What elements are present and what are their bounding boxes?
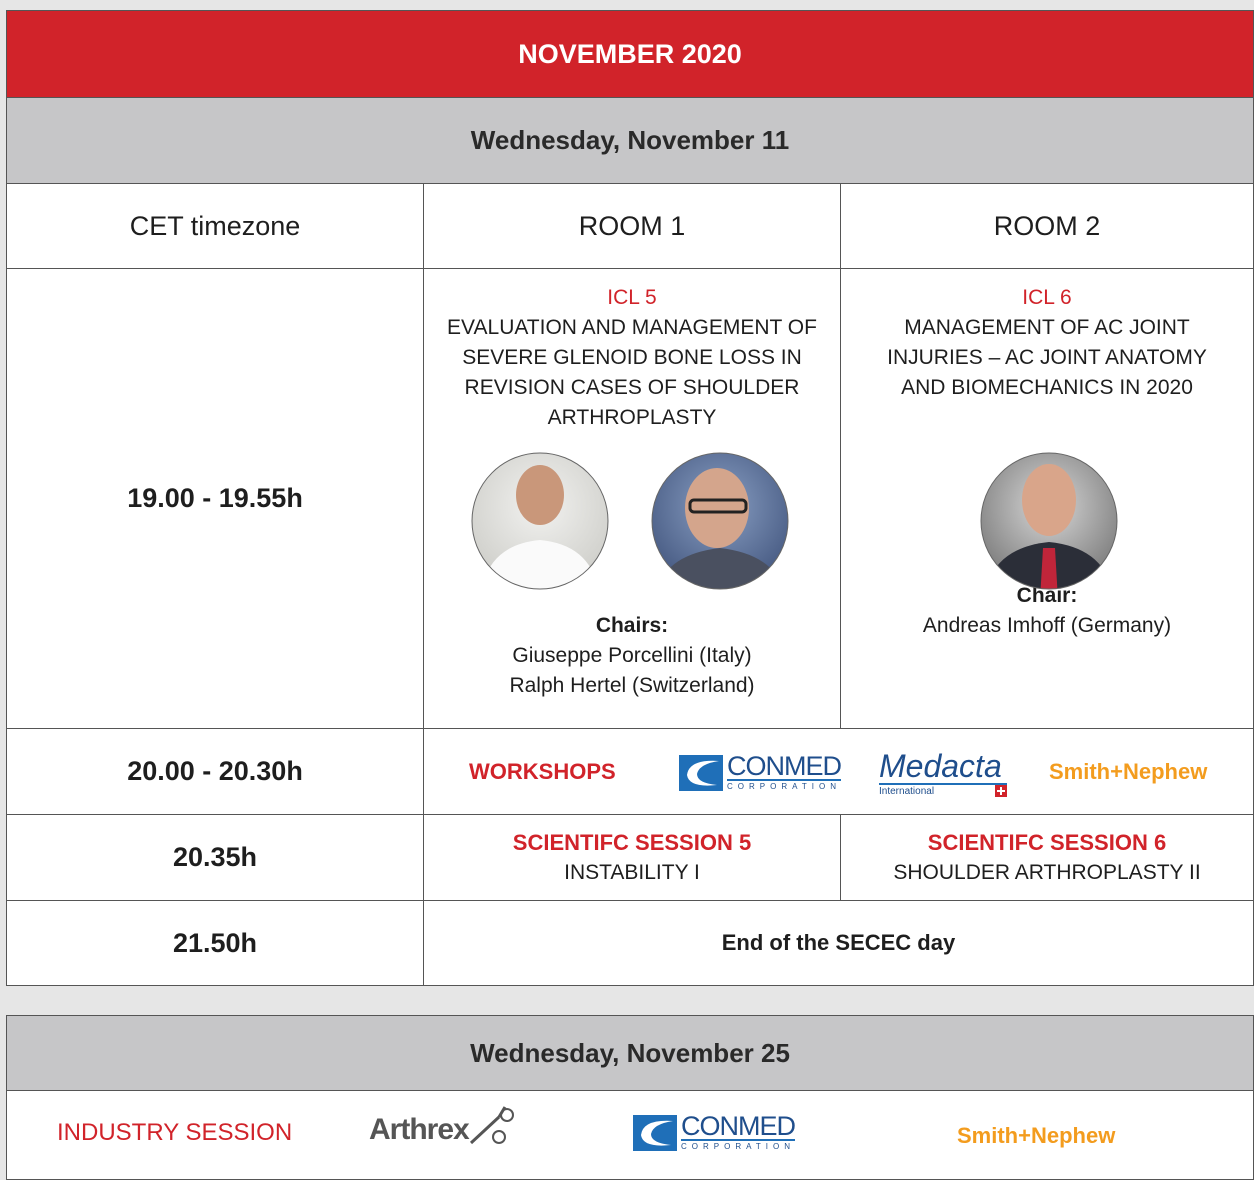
- day-date: Wednesday, November 11: [470, 125, 790, 155]
- photos: [471, 452, 1118, 590]
- logo-name: CONMED: [727, 751, 842, 781]
- swiss-flag: [995, 785, 1007, 797]
- logo-smith-nephew: Smith+Nephew: [1049, 758, 1208, 784]
- session-cell: SCIENTIFC SESSION 5 INSTABILITY I: [423, 814, 841, 901]
- time: 20.00 - 20.30h: [127, 756, 303, 786]
- chair-label: Chair:: [1016, 584, 1078, 607]
- end-cell: End of the SECEC day: [423, 900, 1254, 986]
- logo-mark: [633, 1115, 677, 1151]
- session-code: ICL 5: [607, 286, 657, 309]
- photo-frame: [980, 452, 1118, 590]
- time-cell: 19.00 - 19.55h: [6, 268, 424, 729]
- session-title: SCIENTIFC SESSION 6: [927, 829, 1167, 855]
- photo-frame: [651, 452, 789, 590]
- time: 20.35h: [172, 842, 258, 872]
- time: 19.00 - 19.55h: [127, 483, 303, 513]
- photo: [652, 453, 788, 589]
- time-cell: 20.00 - 20.30h: [6, 728, 424, 815]
- session-topic: INSTABILITY I: [564, 860, 700, 884]
- industry-label: INDUSTRY SESSION: [57, 1119, 293, 1146]
- logo-medacta: Medacta International: [879, 749, 1007, 797]
- session-code: ICL 6: [1022, 286, 1072, 309]
- column-header: ROOM 1: [423, 183, 841, 269]
- session-title: EVALUATION AND MANAGEMENT OF SEVERE GLEN…: [447, 316, 817, 429]
- session-cell: SCIENTIFC SESSION 6 SHOULDER ARTHROPLAST…: [840, 814, 1254, 901]
- workshop-label: WORKSHOPS: [469, 758, 616, 784]
- logo-name: Arthrex: [369, 1113, 470, 1146]
- logo-text: CONMED CORPORATION: [727, 751, 842, 793]
- logo-text: CONMED CORPORATION: [681, 1111, 796, 1153]
- session-title: MANAGEMENT OF AC JOINT INJURIES – AC JOI…: [887, 316, 1207, 399]
- photo: [981, 453, 1117, 589]
- chair: Andreas Imhoff (Germany): [922, 614, 1172, 637]
- logo-name: CONMED: [681, 1111, 796, 1141]
- logo-name: Medacta: [879, 749, 1007, 785]
- logo-mark: [679, 755, 723, 791]
- industry-row: INDUSTRY SESSION Arthrex CONMED CORPORATI…: [6, 1090, 1254, 1180]
- title: NOVEMBER 2020: [518, 38, 742, 69]
- logo-mark: [469, 1106, 514, 1145]
- chair: Giuseppe Porcellini (Italy): [512, 644, 752, 667]
- day-bar: Wednesday, November 25: [6, 1015, 1254, 1091]
- photo-frame: [471, 452, 609, 590]
- workshop-cell: WORKSHOPS CONMED CORPORATION Medacta Inte…: [423, 728, 1254, 815]
- logo-arthrex: Arthrex: [369, 1103, 515, 1147]
- logo-conmed: CONMED CORPORATION: [679, 751, 842, 793]
- logo-sub: CORPORATION: [681, 1142, 795, 1151]
- chair-label: Chairs:: [595, 614, 669, 637]
- column-header: ROOM 2: [840, 183, 1254, 269]
- column-header: CET timezone: [6, 183, 424, 269]
- column-header-text: ROOM 2: [993, 210, 1101, 241]
- logo-sub: International: [879, 785, 935, 797]
- logo-conmed: CONMED CORPORATION: [633, 1111, 796, 1153]
- session-title: SCIENTIFC SESSION 5: [512, 829, 752, 855]
- day-date: Wednesday, November 25: [470, 1037, 790, 1068]
- time: 21.50h: [172, 927, 258, 958]
- chair: Ralph Hertel (Switzerland): [509, 674, 755, 697]
- column-header-text: CET timezone: [129, 210, 301, 241]
- time-cell: 20.35h: [6, 814, 424, 901]
- column-header-text: ROOM 1: [578, 210, 686, 241]
- title-bar: NOVEMBER 2020: [6, 10, 1254, 98]
- logo-sub: CORPORATION: [727, 782, 841, 791]
- photo: [472, 453, 608, 589]
- session-topic: SHOULDER ARTHROPLASTY II: [893, 860, 1201, 884]
- time-cell: 21.50h: [6, 900, 424, 986]
- logo-smith-nephew: Smith+Nephew: [957, 1123, 1116, 1148]
- end-label: End of the SECEC day: [721, 930, 956, 955]
